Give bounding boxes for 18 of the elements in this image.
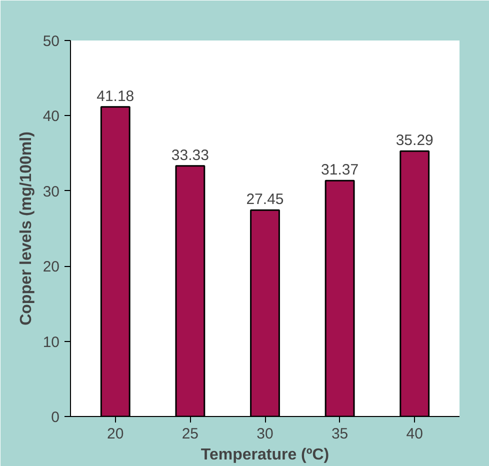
y-tick-label: 20 xyxy=(42,258,60,276)
y-tick-label: 10 xyxy=(42,334,60,351)
x-axis-title: Temperature (ºC) xyxy=(200,446,330,464)
x-tick-label: 30 xyxy=(256,426,274,442)
data-label: 31.37 xyxy=(321,162,359,179)
y-tick-label: 30 xyxy=(42,183,60,200)
data-label: 41.18 xyxy=(96,88,134,105)
x-tick-label: 20 xyxy=(107,426,124,442)
y-axis-title: Copper levels (mg/100ml) xyxy=(18,132,35,326)
x-tick-label: 40 xyxy=(406,426,423,442)
data-label: 35.29 xyxy=(396,132,434,150)
y-tick-label: 0 xyxy=(51,409,60,426)
x-tick-label: 35 xyxy=(331,426,348,442)
y-tick-label: 50 xyxy=(42,33,60,50)
data-label: 27.45 xyxy=(246,191,284,208)
data-label: 33.33 xyxy=(171,146,209,164)
x-tick-label: 25 xyxy=(182,426,199,442)
y-tick-label: 40 xyxy=(42,108,60,126)
